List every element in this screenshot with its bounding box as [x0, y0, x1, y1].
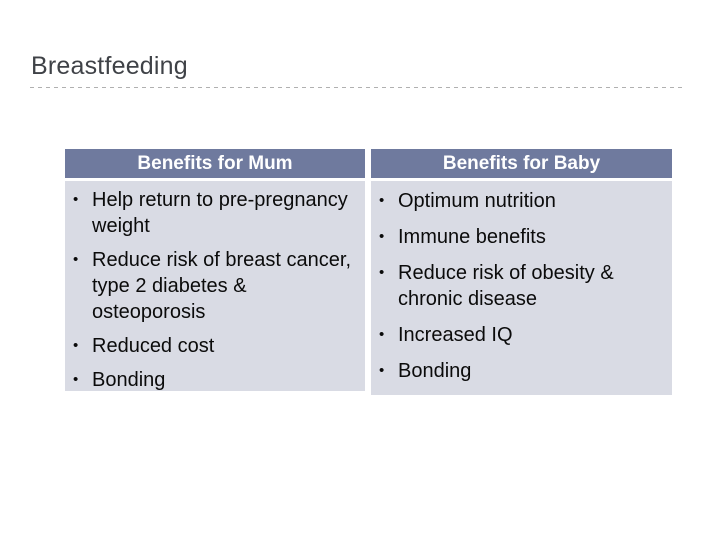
- bullet-icon: •: [73, 251, 79, 268]
- bullet-icon: •: [379, 264, 385, 281]
- benefits-table: Benefits for Mum • Help return to pre-pre…: [65, 149, 672, 395]
- column-header-mum: Benefits for Mum: [65, 149, 365, 178]
- bullet-text: Optimum nutrition: [398, 190, 556, 212]
- bullet-text: Reduce risk of breast cancer, type 2 dia…: [92, 249, 352, 323]
- bullet-item: • Reduce risk of breast cancer, type 2 di…: [73, 247, 363, 325]
- bullet-text: Reduce risk of obesity & chronic disease: [398, 262, 614, 310]
- bullet-text: Immune benefits: [398, 226, 546, 248]
- bullet-item: • Immune benefits: [379, 224, 670, 250]
- column-benefits-mum: Benefits for Mum • Help return to pre-pre…: [65, 149, 365, 395]
- column-benefits-baby: Benefits for Baby • Optimum nutrition • Imm…: [371, 149, 672, 395]
- bullet-item: • Bonding: [379, 358, 670, 384]
- column-body-baby: • Optimum nutrition • Immune benefits • Reduc…: [371, 181, 672, 395]
- bullet-text: Bonding: [398, 360, 472, 382]
- bullet-text: Bonding: [92, 369, 166, 391]
- bullet-icon: •: [379, 228, 385, 245]
- bullet-item: • Optimum nutrition: [379, 188, 670, 214]
- bullet-text: Increased IQ: [398, 324, 513, 346]
- bullet-icon: •: [73, 371, 79, 388]
- bullet-item: • Bonding: [73, 367, 363, 391]
- bullet-text: Help return to pre-pregnancy weight: [92, 189, 348, 237]
- bullet-item: • Reduce risk of obesity & chronic diseas…: [379, 260, 670, 312]
- slide-title: Breastfeeding: [31, 52, 188, 80]
- bullet-icon: •: [379, 192, 385, 209]
- bullet-item: • Help return to pre-pregnancy weight: [73, 187, 363, 239]
- bullet-icon: •: [73, 337, 79, 354]
- bullet-icon: •: [379, 326, 385, 343]
- bullet-text: Reduced cost: [92, 335, 215, 357]
- column-body-mum: • Help return to pre-pregnancy weight • Red…: [65, 181, 365, 391]
- title-divider: [30, 87, 686, 88]
- bullet-icon: •: [379, 362, 385, 379]
- bullet-item: • Reduced cost: [73, 333, 363, 359]
- bullet-icon: •: [73, 191, 79, 208]
- bullet-item: • Increased IQ: [379, 322, 670, 348]
- column-header-baby: Benefits for Baby: [371, 149, 672, 178]
